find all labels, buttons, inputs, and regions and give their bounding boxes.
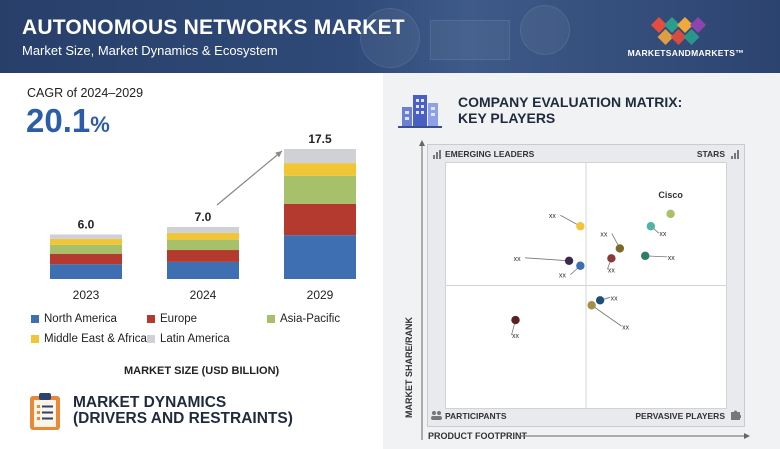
legend-item: Latin America (147, 333, 230, 345)
company-label: xx (659, 231, 667, 238)
page-title: AUTONOMOUS NETWORKS MARKET (22, 16, 405, 39)
company-point (646, 222, 656, 231)
legend-swatch (267, 315, 275, 323)
emerging-leaders-icon (433, 150, 441, 159)
company-label: xx (622, 324, 630, 331)
market-dynamics-title: MARKET DYNAMICS (DRIVERS AND RESTRAINTS) (73, 395, 293, 427)
leader-line (525, 257, 570, 262)
company-point (576, 261, 585, 270)
company-point (511, 315, 520, 325)
legend-swatch (147, 335, 155, 343)
company-point (595, 296, 605, 305)
legend-label: Europe (160, 313, 198, 325)
legend-label: North America (44, 313, 117, 325)
cem-title-line1: COMPANY EVALUATION MATRIX: (458, 94, 683, 110)
legend-label: Middle East & Africa (44, 333, 147, 345)
cagr-number: 20.1 (26, 102, 91, 139)
company-label: xx (549, 213, 557, 220)
company-label: xx (514, 256, 522, 263)
marketsandmarkets-logo-icon (651, 17, 706, 45)
header-banner: AUTONOMOUS NETWORKS MARKET Market Size, … (0, 0, 780, 73)
company-label: xx (611, 295, 619, 302)
legend-label: Asia-Pacific (280, 313, 341, 325)
legend-swatch (31, 315, 39, 323)
quadrant-emerging-leaders: EMERGING LEADERS (445, 149, 535, 159)
legend-item: Asia-Pacific (267, 313, 340, 325)
bar-segment (284, 163, 356, 176)
cagr-label: CAGR of 2024–2029 (27, 86, 144, 100)
bar-total-label: 7.0 (195, 210, 212, 224)
y-axis-arrow-icon (419, 140, 425, 440)
page-subtitle: Market Size, Market Dynamics & Ecosystem (22, 43, 278, 58)
bar-segment (167, 227, 239, 233)
growth-arrow (216, 150, 283, 206)
growth-arrowhead (275, 151, 282, 158)
quadrant-pervasive-players: PERVASIVE PLAYERS (635, 411, 725, 421)
legend-swatch (31, 335, 39, 343)
company-point (607, 254, 616, 263)
bar-total-label: 17.5 (308, 132, 332, 146)
company-point (641, 251, 650, 261)
legend-swatch (147, 315, 155, 323)
matrix-scatter: Cisco xx xx xx xx xx xx xx xx xx xx (445, 162, 727, 409)
puzzle-icon (731, 410, 741, 420)
company-point (564, 256, 574, 265)
x-tick-label: 2029 (307, 288, 334, 302)
x-tick-label: 2023 (73, 288, 100, 302)
quadrant-participants: PARTICIPANTS (445, 411, 507, 421)
bar-segment (50, 264, 122, 279)
company-label: xx (668, 255, 676, 262)
y-axis-label: MARKET SHARE/RANK (404, 317, 414, 418)
market-dynamics-line2: (DRIVERS AND RESTRAINTS) (73, 410, 293, 427)
x-tick-label: 2024 (190, 288, 217, 302)
company-point (576, 222, 585, 231)
participants-icon (431, 411, 442, 420)
company-evaluation-matrix: Cisco xx xx xx xx xx xx xx xx xx xx EMERGING LEADE… (427, 144, 745, 427)
bar-segment (284, 235, 356, 279)
bar-segment (50, 234, 122, 239)
company-label: xx (512, 333, 520, 340)
legend-item: Europe (147, 313, 197, 325)
bar-segment (167, 239, 239, 251)
bar-segment (167, 250, 239, 262)
bar-segment (284, 149, 356, 164)
quadrant-stars: STARS (696, 149, 725, 159)
bar-segment (167, 232, 239, 240)
company-point (587, 301, 596, 310)
market-dynamics-line1: MARKET DYNAMICS (73, 394, 227, 411)
bar-segment (284, 203, 356, 236)
legend-item: Middle East & Africa (31, 333, 147, 345)
company-point (615, 244, 625, 253)
bar-total-label: 6.0 (78, 217, 95, 231)
stars-icon (731, 150, 739, 159)
x-axis-label: PRODUCT FOOTPRINT (428, 431, 527, 441)
bar-segment (284, 175, 356, 204)
company-label: xx (608, 267, 616, 274)
buildings-icon (398, 95, 442, 128)
x-axis-arrow-icon (520, 433, 750, 439)
clipboard-icon (30, 393, 60, 430)
market-size-axis-label: MARKET SIZE (USD BILLION) (124, 365, 280, 377)
cagr-unit: % (90, 112, 110, 137)
bar-segment (50, 244, 122, 254)
leader-line (591, 304, 622, 327)
company-label: Cisco (658, 190, 683, 200)
bar-segment (167, 261, 239, 279)
company-label: xx (559, 273, 567, 280)
brand-name: MARKETSANDMARKETS™ (627, 48, 744, 58)
legend-item: North America (31, 313, 117, 325)
legend-label: Latin America (160, 333, 230, 345)
company-label: xx (600, 231, 608, 238)
bar-segment (50, 238, 122, 245)
bar-segment (50, 253, 122, 265)
company-point (666, 209, 675, 219)
market-size-bar-chart: 6.0 2023 7.0 2024 17.5 2029 (50, 132, 356, 302)
cagr-value: 20.1% (26, 102, 110, 140)
cem-title: COMPANY EVALUATION MATRIX: KEY PLAYERS (458, 94, 682, 126)
cem-title-line2: KEY PLAYERS (458, 110, 556, 126)
